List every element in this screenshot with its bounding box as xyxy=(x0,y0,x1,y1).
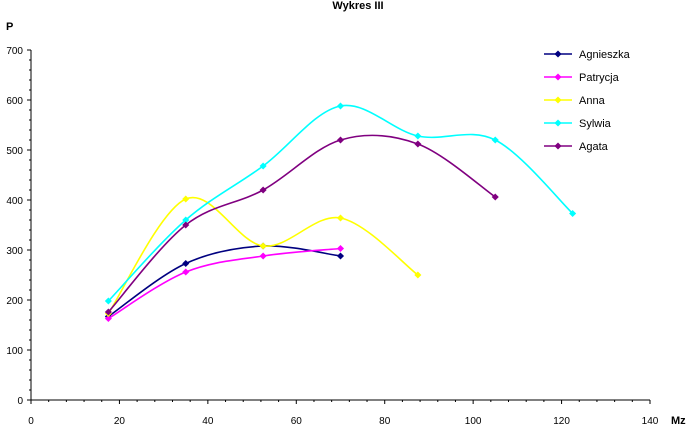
y-tick-label: 300 xyxy=(6,246,23,257)
data-point xyxy=(414,271,422,279)
legend-item: Patrycja xyxy=(544,72,620,84)
y-tick-labels: 0 100 200 300 400 500 600 700 xyxy=(6,46,23,407)
data-point xyxy=(336,102,345,110)
x-tick-label: 80 xyxy=(379,416,391,427)
series-line xyxy=(107,245,341,318)
y-tick-label: 200 xyxy=(6,296,23,307)
data-point xyxy=(259,186,267,194)
data-point xyxy=(414,132,422,140)
series-line xyxy=(107,134,496,313)
data-point xyxy=(104,297,112,305)
y-tick-label: 0 xyxy=(17,396,23,407)
legend-marker xyxy=(554,50,562,58)
y-tick-label: 100 xyxy=(6,346,23,357)
y-tick-label: 600 xyxy=(6,96,23,107)
legend-label: Sylwia xyxy=(579,118,612,130)
legend-marker xyxy=(554,73,562,81)
series-agata xyxy=(104,134,499,316)
legend-item: Sylwia xyxy=(544,118,612,130)
legend-item: Anna xyxy=(544,95,606,107)
data-point xyxy=(104,308,112,316)
data-point xyxy=(491,136,499,144)
x-tick-label: 60 xyxy=(291,416,303,427)
data-point xyxy=(259,242,267,250)
y-tick-label: 500 xyxy=(6,146,23,157)
data-point xyxy=(336,244,345,253)
y-axis-label: P xyxy=(6,21,13,33)
series-line xyxy=(107,247,341,320)
data-point xyxy=(259,162,267,170)
legend: Agnieszka Patrycja Anna Sylwia Agata xyxy=(544,49,631,153)
data-point xyxy=(104,314,112,323)
data-point xyxy=(569,209,577,218)
x-tick-label: 0 xyxy=(28,416,34,427)
data-point xyxy=(182,216,190,224)
series-anna xyxy=(104,195,422,318)
legend-item: Agata xyxy=(544,141,609,153)
series-patrycja xyxy=(104,244,345,323)
data-point xyxy=(414,140,422,148)
legend-label: Agata xyxy=(579,141,609,153)
x-tick-label: 140 xyxy=(642,416,659,427)
x-tick-label: 40 xyxy=(202,416,214,427)
x-tick-label: 120 xyxy=(553,416,570,427)
series-agnieszka xyxy=(104,242,345,321)
y-tick-label: 400 xyxy=(6,196,23,207)
data-point xyxy=(336,252,345,260)
data-point xyxy=(336,214,345,222)
y-tick-label: 700 xyxy=(6,46,23,57)
legend-label: Patrycja xyxy=(579,72,620,84)
legend-label: Agnieszka xyxy=(579,49,631,61)
series-sylwia xyxy=(104,102,577,305)
x-tick-label: 20 xyxy=(114,416,126,427)
data-point xyxy=(182,195,190,203)
series-line xyxy=(107,196,419,314)
data-point xyxy=(182,259,190,268)
legend-label: Anna xyxy=(579,95,606,107)
series-layer xyxy=(104,102,577,323)
legend-marker xyxy=(554,119,562,127)
x-tick-labels: 0 20 40 60 80 100 120 140 xyxy=(28,416,659,427)
data-point xyxy=(259,252,267,260)
x-axis-label: Mz xyxy=(671,415,686,427)
data-point xyxy=(182,268,190,276)
legend-marker xyxy=(554,142,562,150)
data-point xyxy=(491,193,499,201)
data-point xyxy=(336,136,345,144)
x-tick-label: 100 xyxy=(465,416,482,427)
data-point xyxy=(182,221,190,229)
axes xyxy=(27,49,651,404)
legend-item: Agnieszka xyxy=(544,49,631,61)
chart-title: Wykres III xyxy=(332,0,383,12)
legend-marker xyxy=(554,96,562,104)
